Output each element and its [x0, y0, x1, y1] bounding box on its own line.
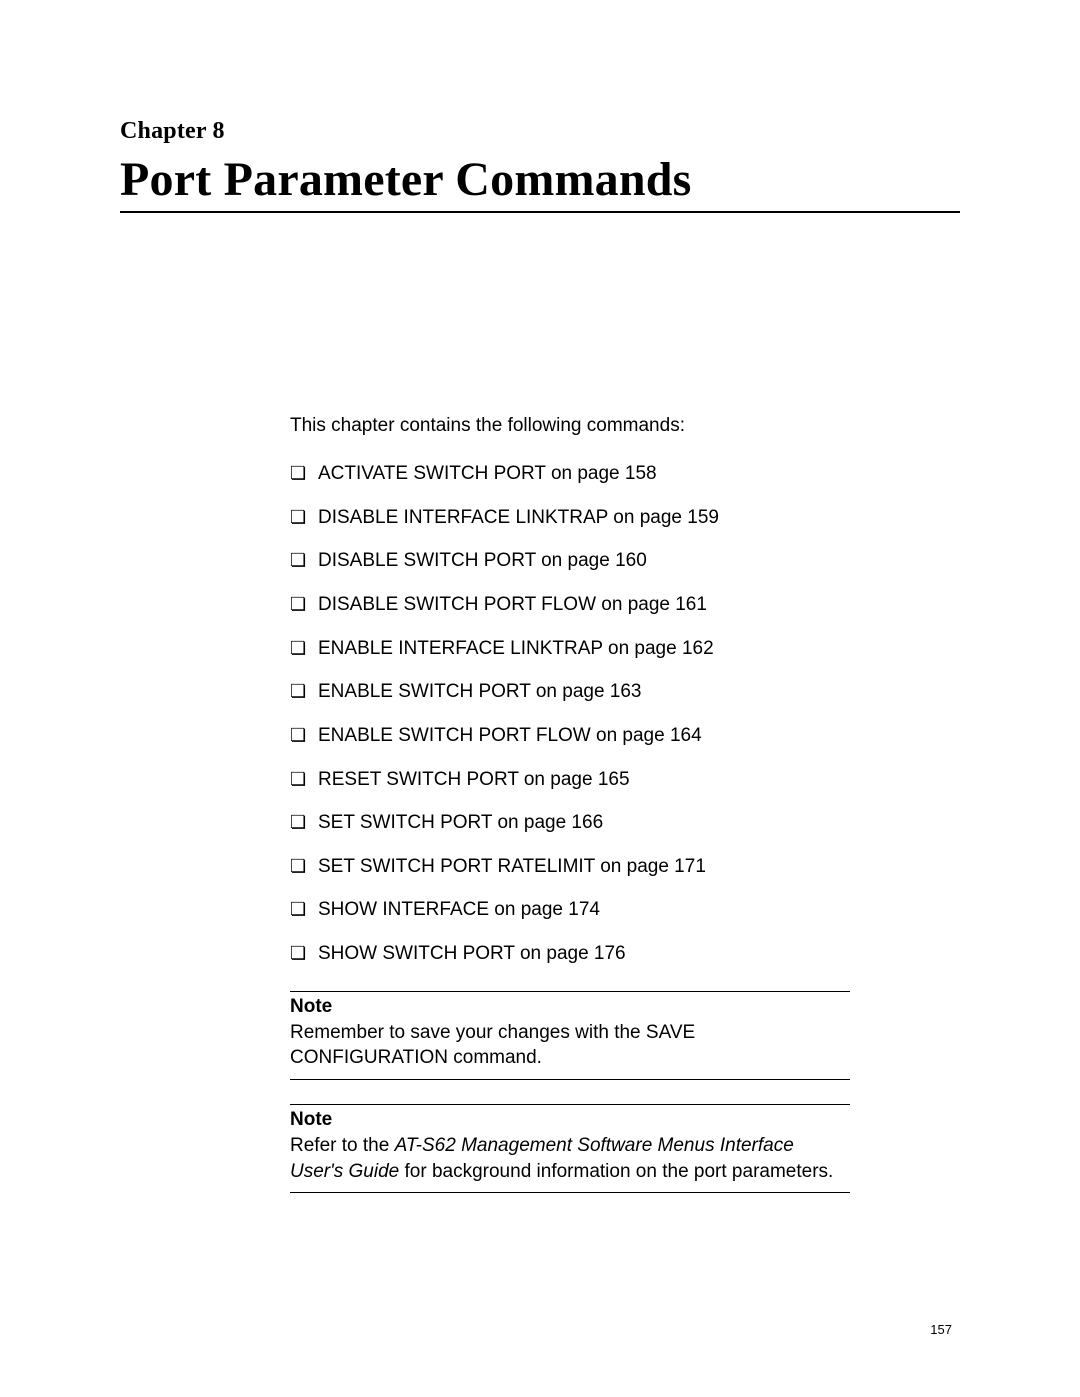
command-list-item-text: DISABLE SWITCH PORT FLOW on page 161 — [318, 592, 707, 618]
command-list-item: ❏SHOW INTERFACE on page 174 — [290, 897, 850, 923]
command-list-item: ❏ENABLE SWITCH PORT on page 163 — [290, 679, 850, 705]
command-list-item: ❏DISABLE SWITCH PORT on page 160 — [290, 548, 850, 574]
document-page: Chapter 8 Port Parameter Commands This c… — [0, 0, 1080, 1397]
command-list-item: ❏ENABLE INTERFACE LINKTRAP on page 162 — [290, 636, 850, 662]
note-rule — [290, 1104, 850, 1105]
command-list-item-text: DISABLE SWITCH PORT on page 160 — [318, 548, 647, 574]
command-list-item: ❏RESET SWITCH PORT on page 165 — [290, 767, 850, 793]
command-list-item-text: ACTIVATE SWITCH PORT on page 158 — [318, 461, 657, 487]
chapter-content: This chapter contains the following comm… — [290, 413, 850, 1193]
command-list-item-text: SHOW INTERFACE on page 174 — [318, 897, 600, 923]
command-list-item: ❏DISABLE INTERFACE LINKTRAP on page 159 — [290, 505, 850, 531]
checkbox-bullet-icon: ❏ — [290, 592, 318, 616]
command-list-item-text: DISABLE INTERFACE LINKTRAP on page 159 — [318, 505, 719, 531]
command-list-item-text: ENABLE SWITCH PORT FLOW on page 164 — [318, 723, 702, 749]
page-number: 157 — [930, 1322, 952, 1337]
notes-container: NoteRemember to save your changes with t… — [290, 991, 850, 1194]
chapter-title: Port Parameter Commands — [120, 155, 960, 205]
command-list-item: ❏ACTIVATE SWITCH PORT on page 158 — [290, 461, 850, 487]
note-text: Refer to the AT-S62 Management Software … — [290, 1133, 850, 1184]
note-text: Remember to save your changes with the S… — [290, 1020, 850, 1071]
note-label: Note — [290, 1109, 850, 1131]
command-list-item: ❏ENABLE SWITCH PORT FLOW on page 164 — [290, 723, 850, 749]
command-list-item-text: ENABLE INTERFACE LINKTRAP on page 162 — [318, 636, 714, 662]
checkbox-bullet-icon: ❏ — [290, 636, 318, 660]
note-block: NoteRemember to save your changes with t… — [290, 991, 850, 1080]
note-rule — [290, 1079, 850, 1080]
note-block: NoteRefer to the AT-S62 Management Softw… — [290, 1104, 850, 1193]
checkbox-bullet-icon: ❏ — [290, 505, 318, 529]
command-list-item-text: ENABLE SWITCH PORT on page 163 — [318, 679, 642, 705]
chapter-label: Chapter 8 — [120, 118, 960, 145]
command-list-item-text: RESET SWITCH PORT on page 165 — [318, 767, 630, 793]
note-rule — [290, 991, 850, 992]
checkbox-bullet-icon: ❏ — [290, 767, 318, 791]
command-list-item: ❏SET SWITCH PORT on page 166 — [290, 810, 850, 836]
checkbox-bullet-icon: ❏ — [290, 897, 318, 921]
command-list-item: ❏SHOW SWITCH PORT on page 176 — [290, 941, 850, 967]
command-list-item-text: SET SWITCH PORT RATELIMIT on page 171 — [318, 854, 706, 880]
checkbox-bullet-icon: ❏ — [290, 810, 318, 834]
checkbox-bullet-icon: ❏ — [290, 854, 318, 878]
intro-text: This chapter contains the following comm… — [290, 413, 850, 439]
checkbox-bullet-icon: ❏ — [290, 941, 318, 965]
title-rule — [120, 211, 960, 213]
command-list-item-text: SHOW SWITCH PORT on page 176 — [318, 941, 626, 967]
command-list-item: ❏SET SWITCH PORT RATELIMIT on page 171 — [290, 854, 850, 880]
command-list-item-text: SET SWITCH PORT on page 166 — [318, 810, 603, 836]
checkbox-bullet-icon: ❏ — [290, 679, 318, 703]
note-label: Note — [290, 996, 850, 1018]
note-rule — [290, 1192, 850, 1193]
command-list-item: ❏DISABLE SWITCH PORT FLOW on page 161 — [290, 592, 850, 618]
checkbox-bullet-icon: ❏ — [290, 548, 318, 572]
checkbox-bullet-icon: ❏ — [290, 461, 318, 485]
checkbox-bullet-icon: ❏ — [290, 723, 318, 747]
command-list: ❏ACTIVATE SWITCH PORT on page 158❏DISABL… — [290, 461, 850, 967]
